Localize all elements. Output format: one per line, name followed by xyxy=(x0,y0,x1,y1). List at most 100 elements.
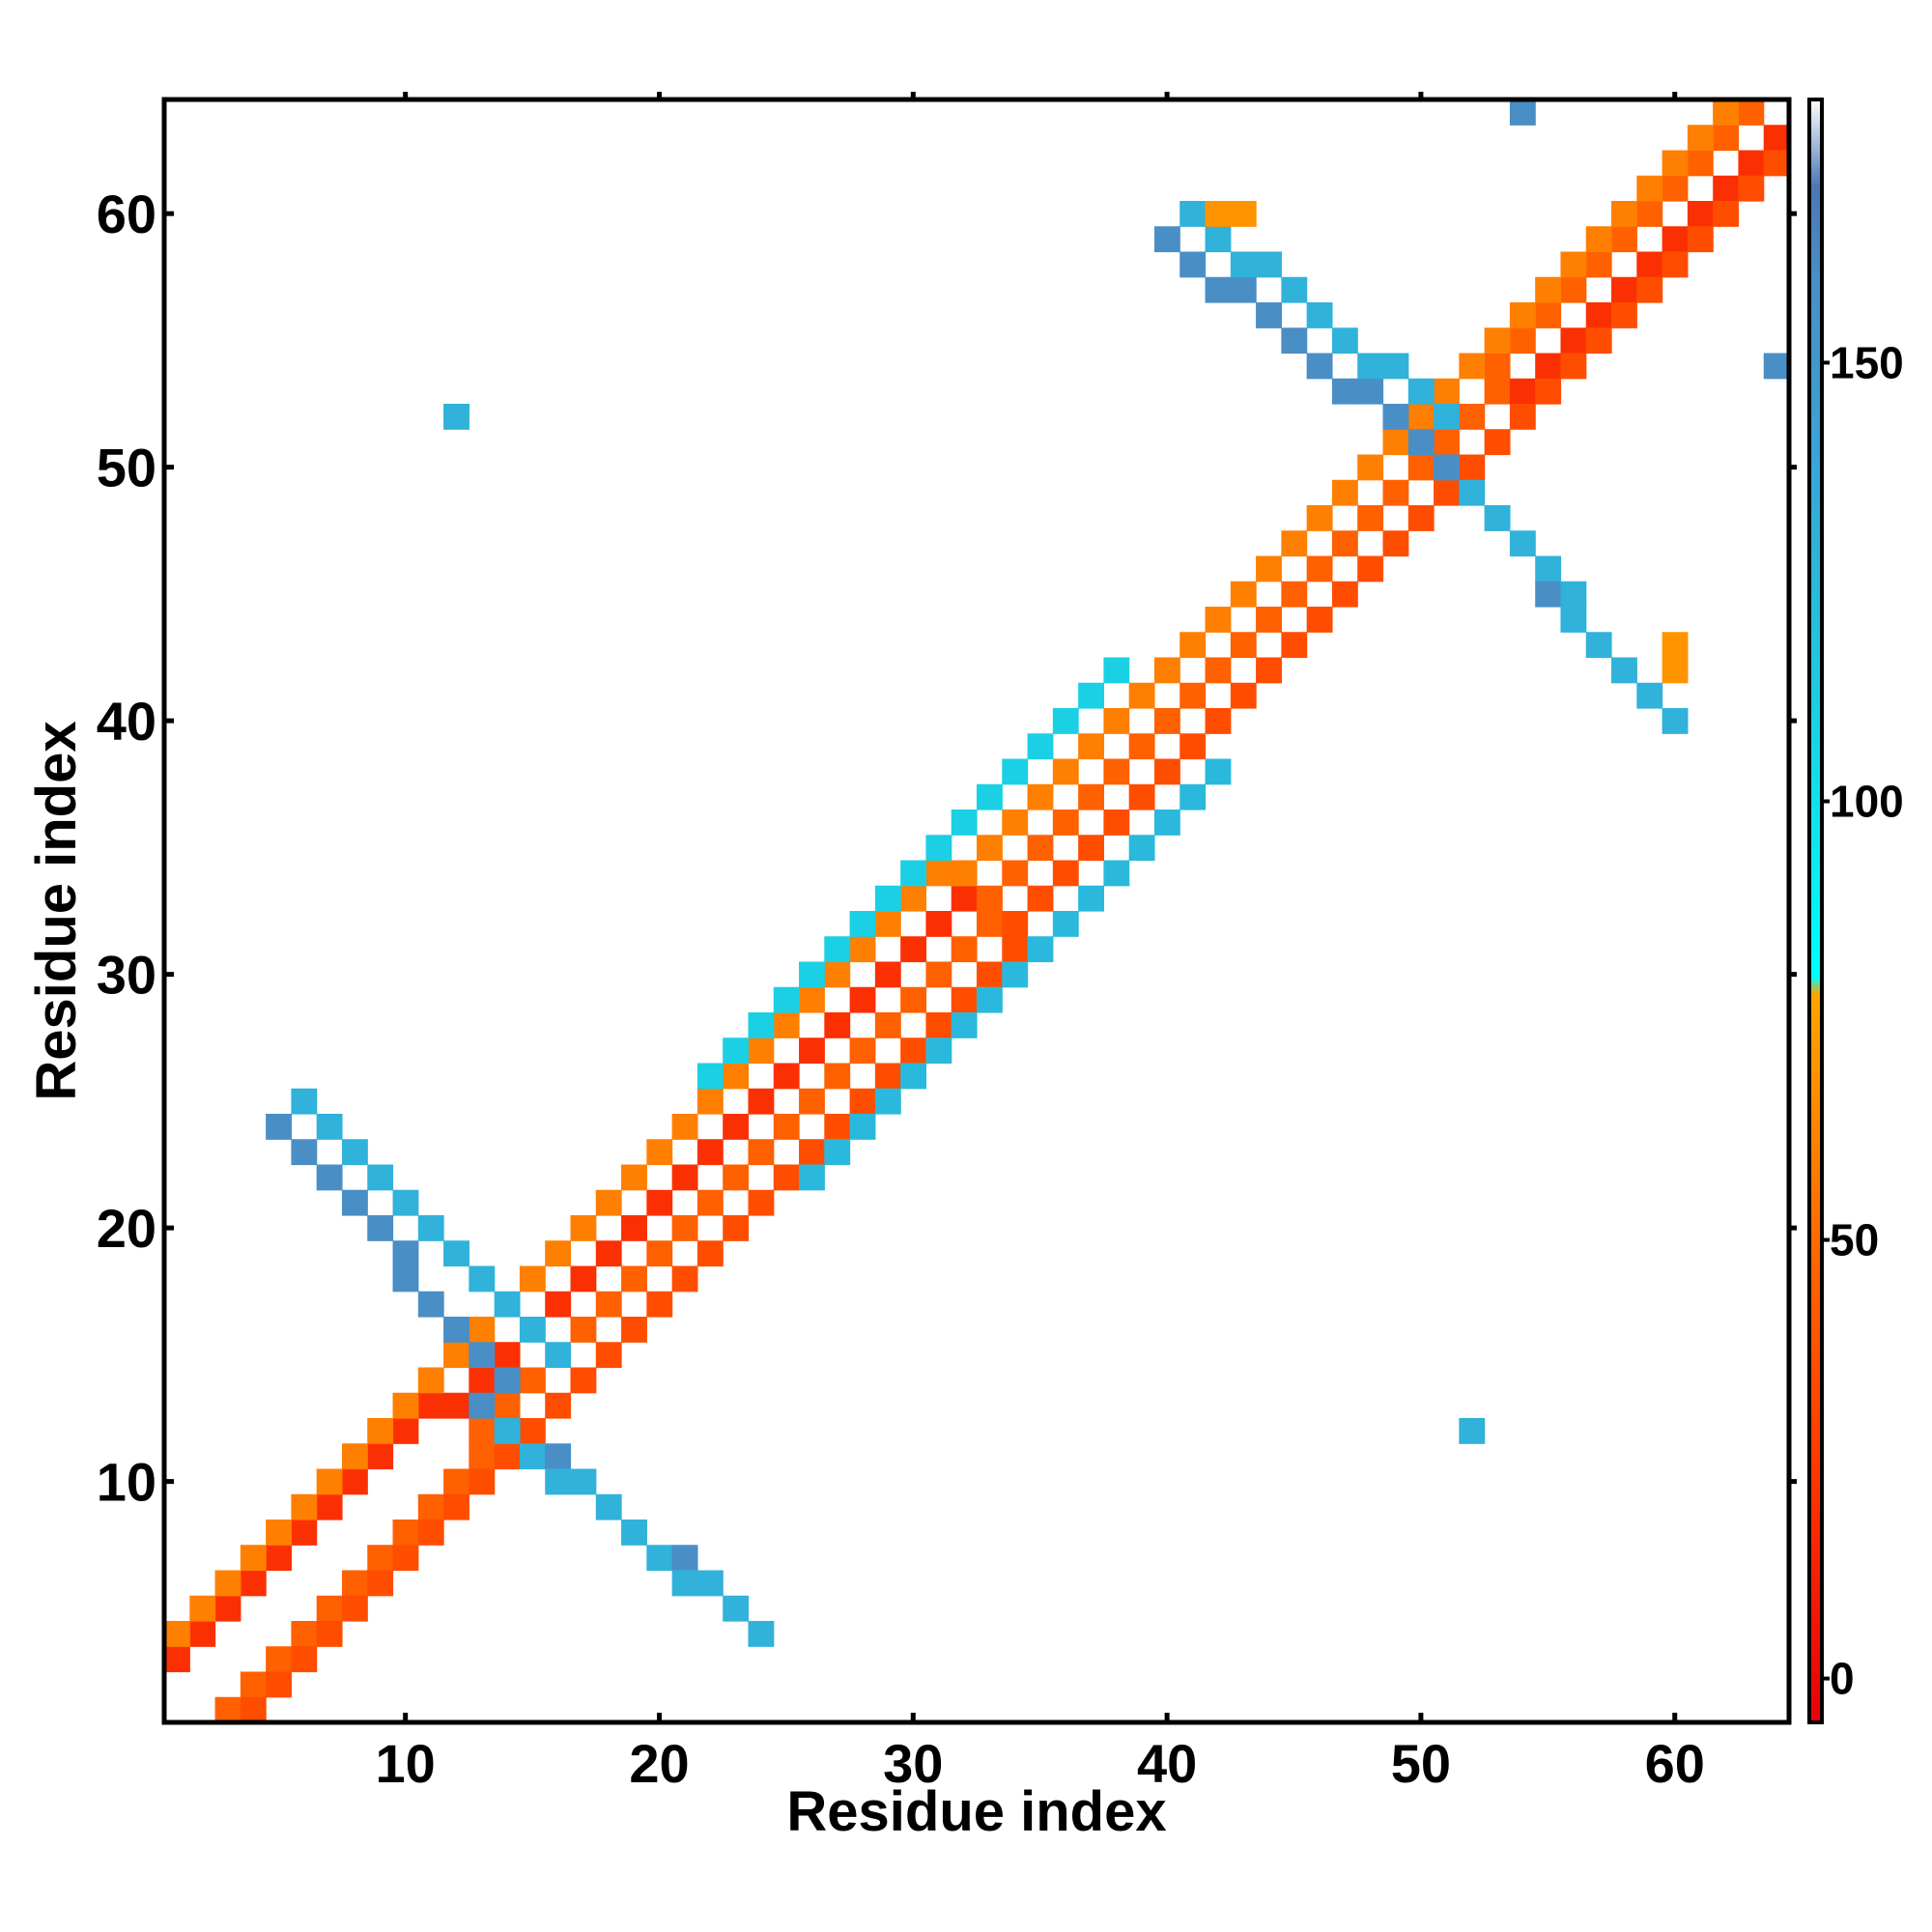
heatmap-cell xyxy=(1636,682,1663,709)
heatmap-cell xyxy=(469,1367,496,1394)
heatmap-cell xyxy=(443,1468,469,1495)
heatmap-cell xyxy=(570,1468,597,1495)
heatmap-cell xyxy=(671,1114,698,1140)
heatmap-cell xyxy=(1357,353,1384,380)
heatmap-cell xyxy=(1484,429,1511,456)
heatmap-cell xyxy=(1052,911,1079,937)
heatmap-cell xyxy=(1535,378,1562,405)
heatmap-cell xyxy=(1128,835,1155,862)
x-tick-label: 50 xyxy=(1391,1733,1451,1794)
heatmap-cell xyxy=(1713,99,1740,126)
heatmap-cell xyxy=(1103,758,1130,785)
heatmap-cell xyxy=(443,1493,469,1520)
heatmap-cell xyxy=(1611,201,1637,227)
heatmap-cell xyxy=(1128,733,1155,760)
heatmap-cell xyxy=(240,1570,267,1597)
heatmap-cell xyxy=(1484,378,1511,405)
heatmap-cell xyxy=(1230,581,1257,608)
heatmap-cell xyxy=(1179,251,1207,278)
heatmap-cell xyxy=(367,1570,394,1597)
heatmap-cell xyxy=(951,860,978,887)
heatmap-cell xyxy=(977,911,1003,937)
heatmap-cell xyxy=(570,1367,597,1394)
y-tick-label: 20 xyxy=(97,1198,156,1259)
heatmap-cell xyxy=(1052,810,1079,836)
heatmap-cell xyxy=(874,911,901,937)
heatmap-cell xyxy=(671,1265,698,1293)
heatmap-cell xyxy=(874,1088,901,1115)
heatmap-cell xyxy=(951,885,978,912)
heatmap-cell xyxy=(1484,353,1511,380)
heatmap-cell xyxy=(595,1493,622,1520)
heatmap-cell xyxy=(1179,783,1207,810)
heatmap-cell xyxy=(671,1164,698,1191)
heatmap-cell xyxy=(696,1139,724,1166)
y-tick-label: 40 xyxy=(97,691,156,752)
heatmap-cell xyxy=(1306,302,1333,328)
heatmap-cell xyxy=(266,1520,293,1546)
heatmap-cell xyxy=(671,1570,698,1597)
heatmap-cell xyxy=(1535,353,1562,380)
heatmap-cell xyxy=(469,1265,496,1293)
colorbar-tick-label: 0 xyxy=(1830,1654,1855,1704)
heatmap-cell xyxy=(1662,708,1689,734)
heatmap-cell xyxy=(748,1088,775,1115)
heatmap-cell xyxy=(1434,454,1460,481)
heatmap-cell xyxy=(367,1164,394,1191)
heatmap-cell xyxy=(519,1265,546,1293)
heatmap-cell xyxy=(392,1189,419,1216)
heatmap-cell xyxy=(316,1595,343,1622)
heatmap-cell xyxy=(469,1468,496,1495)
heatmap-cell xyxy=(1560,276,1587,303)
heatmap-cell xyxy=(646,1545,673,1572)
heatmap-cell xyxy=(1256,555,1282,582)
heatmap-cell xyxy=(595,1291,622,1318)
colorbar-tick-label: 100 xyxy=(1830,776,1904,826)
heatmap-cell xyxy=(1636,251,1663,278)
heatmap-cell xyxy=(773,1164,800,1191)
heatmap-cell xyxy=(1256,607,1282,633)
y-tick-label: 60 xyxy=(97,184,156,244)
heatmap-cell xyxy=(723,1215,750,1241)
heatmap-cell xyxy=(1509,327,1536,355)
heatmap-cell xyxy=(595,1342,622,1369)
heatmap-cell xyxy=(696,1240,724,1267)
heatmap-cell xyxy=(595,1240,622,1267)
heatmap-cell xyxy=(977,835,1003,862)
heatmap-cell xyxy=(1205,708,1232,734)
heatmap-cell xyxy=(392,1520,419,1546)
heatmap-cell xyxy=(1052,708,1079,734)
heatmap-cell xyxy=(1027,733,1054,760)
heatmap-cell xyxy=(1078,682,1105,709)
heatmap-cell xyxy=(977,986,1003,1013)
heatmap-cell xyxy=(1256,251,1282,278)
heatmap-cell xyxy=(266,1646,293,1673)
x-tick-label: 40 xyxy=(1137,1733,1197,1794)
heatmap-cell xyxy=(469,1392,496,1419)
heatmap-cell xyxy=(748,1621,775,1647)
heatmap-cell xyxy=(392,1418,419,1444)
heatmap-cell xyxy=(1205,657,1232,684)
heatmap-cell xyxy=(1407,505,1435,531)
heatmap-cell xyxy=(1331,479,1358,506)
heatmap-cell xyxy=(977,961,1003,988)
x-axis: 10 20 30 40 50 60 xyxy=(376,92,1705,1794)
heatmap-cell xyxy=(1560,353,1587,380)
heatmap-cell xyxy=(900,885,927,912)
heatmap-cell xyxy=(1407,454,1435,481)
heatmap-cell xyxy=(164,1621,190,1647)
heatmap-cell xyxy=(799,986,825,1013)
heatmap-cell xyxy=(925,961,952,988)
heatmap-cell xyxy=(1560,327,1587,355)
heatmap-cell xyxy=(1153,810,1180,836)
heatmap-cell xyxy=(874,885,901,912)
heatmap-cell xyxy=(900,1063,927,1090)
heatmap-cell xyxy=(1078,885,1105,912)
heatmap-cell xyxy=(824,1063,851,1090)
heatmap-cell xyxy=(696,1570,724,1597)
heatmap-cell xyxy=(748,1139,775,1166)
heatmap-cell xyxy=(824,1139,851,1166)
heatmap-cell xyxy=(494,1291,521,1318)
heatmap-cell xyxy=(925,1012,952,1038)
heatmap-cell xyxy=(1002,810,1029,836)
